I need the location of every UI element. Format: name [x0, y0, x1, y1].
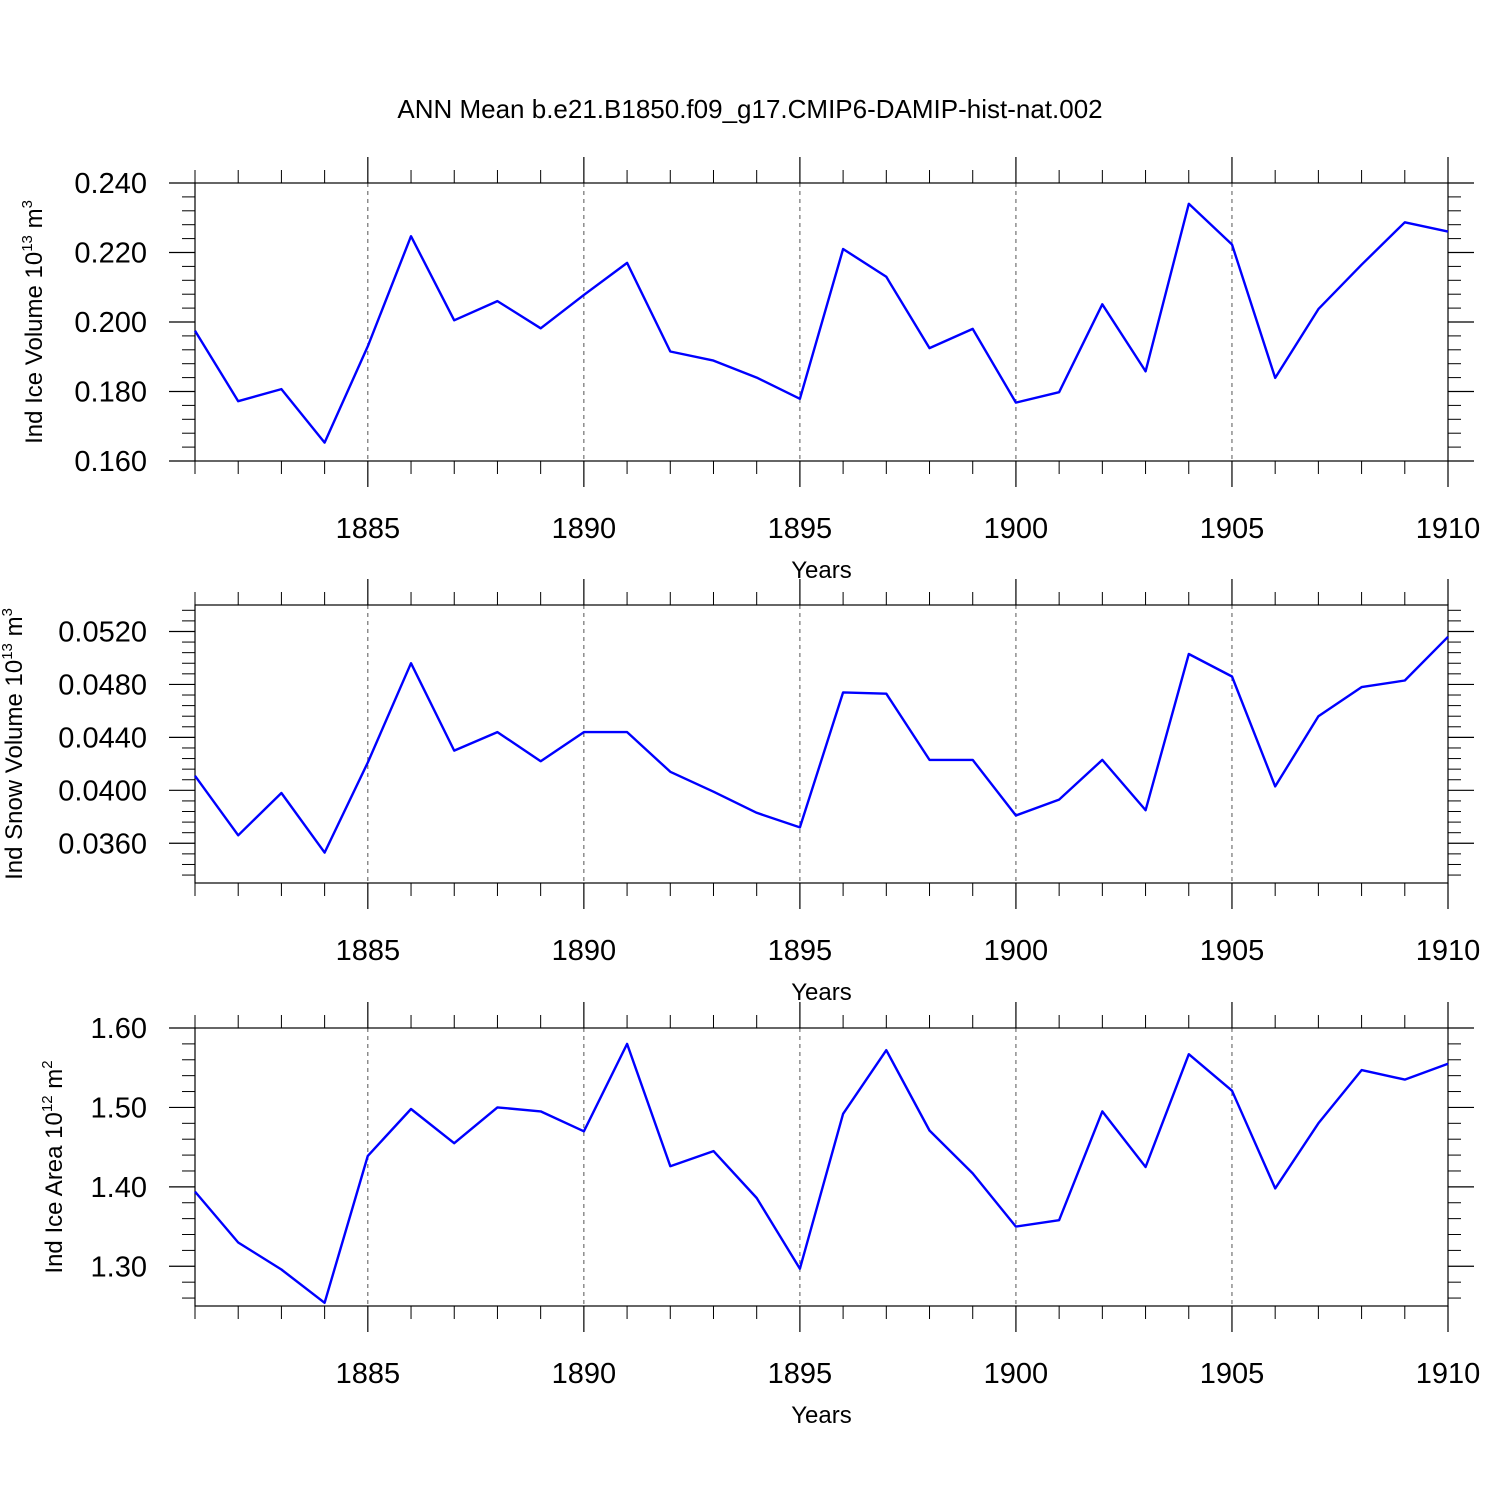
x-tick-label: 1905: [1200, 935, 1265, 967]
y-tick-label: 0.200: [74, 307, 147, 339]
y-tick-label: 0.0400: [58, 775, 147, 807]
x-tick-label: 1885: [336, 935, 401, 967]
y-tick-label: 1.40: [91, 1172, 147, 1204]
x-axis-title: Years: [791, 979, 852, 1006]
series-line-ice-area: [194, 1042, 1449, 1305]
plot-frame: [194, 604, 1449, 884]
x-tick-label: 1895: [768, 935, 833, 967]
y-tick-label: 0.240: [74, 168, 147, 200]
x-tick-label: 1890: [552, 935, 617, 967]
x-tick-label: 1895: [768, 1358, 833, 1390]
x-tick-label: 1905: [1200, 513, 1265, 545]
x-tick-label: 1890: [552, 1358, 617, 1390]
y-axis-title: Ind Ice Area 1012 m2: [39, 1060, 68, 1273]
x-tick-label: 1900: [984, 1358, 1049, 1390]
y-tick-label: 1.60: [91, 1013, 147, 1045]
panels: 1885 1890 1895 1900 1905 1910 0.160 0.180 0.200 0…: [0, 157, 1480, 1429]
x-tick-label: 1895: [768, 513, 833, 545]
y-tick-label: 1.30: [91, 1251, 147, 1283]
x-tick-label: 1900: [984, 935, 1049, 967]
y-tick-label: 0.0440: [58, 722, 147, 754]
y-tick-label: 0.180: [74, 377, 147, 409]
x-tick-label: 1910: [1416, 935, 1481, 967]
y-axis-title: Ind Ice Volume 1013 m3: [19, 200, 48, 444]
x-tick-label: 1885: [336, 1358, 401, 1390]
panel-snow-volume: 1885 1890 1895 1900 1905 1910 0.0360 0.0400 0.04…: [0, 579, 1480, 1006]
panel-ice-volume: 1885 1890 1895 1900 1905 1910 0.160 0.180 0.200 0…: [19, 157, 1480, 584]
x-tick-label: 1910: [1416, 1358, 1481, 1390]
y-tick-label: 1.50: [91, 1092, 147, 1124]
panel-ice-area: 1885 1890 1895 1900 1905 1910 1.30 1.40 1.50 1.60…: [39, 1002, 1480, 1429]
y-tick-label: 0.160: [74, 446, 147, 478]
x-tick-label: 1910: [1416, 513, 1481, 545]
x-tick-label: 1905: [1200, 1358, 1265, 1390]
y-tick-label: 0.0480: [58, 669, 147, 701]
y-tick-label: 0.0520: [58, 616, 147, 648]
x-axis-title: Years: [791, 1402, 852, 1429]
x-tick-label: 1890: [552, 513, 617, 545]
chart-title: ANN Mean b.e21.B1850.f09_g17.CMIP6-DAMIP…: [397, 94, 1102, 124]
y-tick-label: 0.220: [74, 238, 147, 270]
x-axis-title: Years: [791, 557, 852, 584]
plot-frame: [194, 1027, 1449, 1307]
series-line-snow-volume: [194, 635, 1449, 854]
x-tick-label: 1900: [984, 513, 1049, 545]
series-line-ice-volume: [193, 202, 1449, 444]
y-axis-title: Ind Snow Volume 1013 m3: [0, 608, 28, 880]
y-tick-label: 0.0360: [58, 828, 147, 860]
x-tick-label: 1885: [336, 513, 401, 545]
